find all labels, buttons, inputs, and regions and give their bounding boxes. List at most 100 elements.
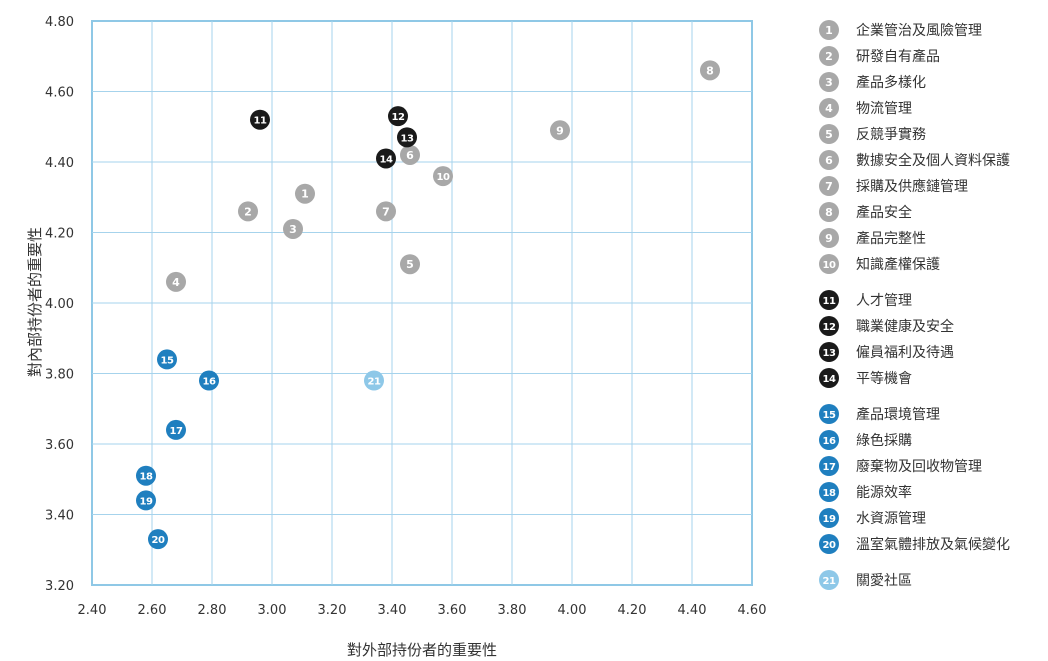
marker-number: 12 [823,322,836,333]
marker-number: 7 [382,205,390,218]
legend-label: 能源效率 [856,484,912,501]
x-tick-label: 2.60 [138,603,167,618]
legend-marker: 4 [819,98,839,118]
data-point-20: 20 [148,529,168,550]
marker-number: 7 [825,180,833,193]
marker-circle [376,201,396,222]
legend-label: 溫室氣體排放及氣候變化 [856,536,1010,553]
marker-number: 10 [437,172,450,183]
x-tick-label: 4.60 [738,603,767,618]
marker-circle [819,368,839,388]
legend-marker: 3 [819,72,839,92]
y-tick-label: 3.40 [45,509,74,524]
marker-circle [819,202,839,222]
legend-label: 平等機會 [856,370,912,387]
legend-label: 研發自有產品 [856,48,940,65]
x-tick-label: 4.20 [618,603,647,618]
y-tick-label: 3.60 [45,438,74,453]
marker-number: 9 [825,232,833,245]
y-tick-label: 4.00 [45,297,74,312]
data-point-9: 9 [550,120,570,141]
marker-circle [819,150,839,170]
marker-number: 8 [706,64,714,77]
y-axis-ticks: 3.20 3.40 3.60 3.80 4.00 4.20 4.40 4.60 4.80 [45,15,74,594]
marker-number: 2 [244,205,252,218]
marker-number: 5 [825,128,833,141]
marker-number: 16 [823,436,836,447]
marker-number: 14 [823,374,836,385]
legend-item-14: 14 平等機會 [819,368,912,388]
marker-number: 20 [823,540,836,551]
marker-circle [819,176,839,196]
legend-marker: 12 [819,316,839,336]
marker-circle [819,456,839,476]
marker-circle [550,120,570,141]
data-point-6: 6 [400,144,420,165]
marker-circle [819,404,839,424]
marker-circle [397,127,417,148]
marker-circle [388,106,408,127]
legend-marker: 19 [819,508,839,528]
legend-item-6: 6 數據安全及個人資料保護 [819,150,1010,170]
legend-item-10: 10 知識產權保護 [819,254,940,274]
x-tick-label: 3.40 [378,603,407,618]
marker-circle [819,316,839,336]
data-point-1: 1 [295,183,315,204]
marker-circle [400,144,420,165]
marker-circle [819,46,839,66]
marker-circle [819,20,839,40]
marker-number: 9 [556,124,564,137]
marker-circle [238,201,258,222]
marker-circle [136,465,156,486]
marker-number: 3 [825,76,833,89]
marker-number: 17 [170,426,183,437]
data-point-21: 21 [364,370,384,391]
legend-item-4: 4 物流管理 [819,98,912,118]
marker-circle [819,534,839,554]
marker-circle [819,98,839,118]
marker-number: 1 [301,188,309,201]
y-axis-title: 對內部持份者的重要性 [26,227,44,377]
marker-number: 13 [823,348,836,359]
legend-marker: 17 [819,456,839,476]
legend-item-15: 15 產品環境管理 [819,404,940,424]
x-tick-label: 3.60 [438,603,467,618]
marker-circle [400,254,420,275]
data-point-11: 11 [250,109,270,130]
marker-number: 20 [152,535,165,546]
legend-item-19: 19 水資源管理 [819,508,926,528]
marker-number: 4 [172,276,180,289]
marker-circle [364,370,384,391]
marker-circle [283,218,303,239]
legend-item-18: 18 能源效率 [819,482,912,502]
legend-marker: 6 [819,150,839,170]
x-tick-label: 4.40 [678,603,707,618]
marker-number: 19 [823,514,836,525]
marker-number: 21 [823,576,836,587]
legend-marker: 13 [819,342,839,362]
legend-marker: 2 [819,46,839,66]
marker-number: 8 [825,206,833,219]
marker-number: 18 [140,472,153,483]
marker-circle [819,342,839,362]
legend-item-3: 3 產品多樣化 [819,72,926,92]
data-point-19: 19 [136,490,156,511]
legend-label: 數據安全及個人資料保護 [856,152,1010,169]
legend-marker: 1 [819,20,839,40]
marker-circle [819,508,839,528]
marker-number: 2 [825,50,833,63]
legend-marker: 16 [819,430,839,450]
legend-item-17: 17 廢棄物及回收物管理 [819,456,982,476]
marker-circle [166,271,186,292]
data-point-13: 13 [397,127,417,148]
legend-marker: 8 [819,202,839,222]
marker-number: 15 [161,355,174,366]
legend-label: 物流管理 [856,101,912,117]
data-point-16: 16 [199,370,219,391]
legend-item-12: 12 職業健康及安全 [819,316,954,336]
marker-circle [819,290,839,310]
legend-item-7: 7 採購及供應鏈管理 [819,176,968,196]
legend-item-21: 21 關愛社區 [819,570,912,590]
y-tick-label: 3.20 [45,579,74,594]
